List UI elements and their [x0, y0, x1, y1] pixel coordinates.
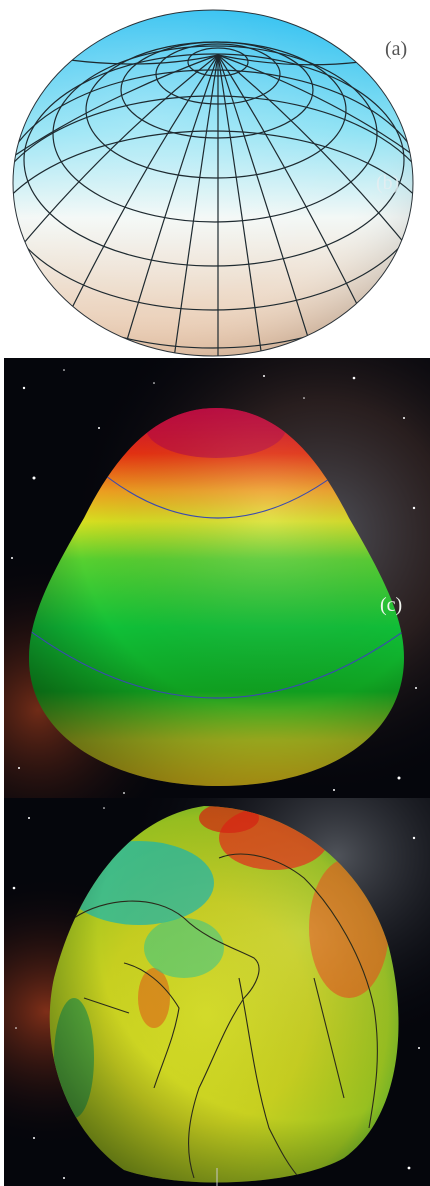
panel-label-a: (a) [385, 38, 408, 60]
panel-label-b: (b) [376, 172, 400, 194]
geoid-detailed-figure [4, 798, 430, 1186]
ellipsoid-figure [12, 9, 414, 357]
star-field [12, 807, 420, 1179]
geoid-smooth-figure [4, 358, 430, 798]
geoid-contours [29, 467, 404, 699]
geoid-detailed-panel [4, 798, 430, 1186]
continent-outlines [73, 853, 378, 1183]
ellipsoid-panel: (a) (b) [0, 0, 430, 358]
geoid-smooth-panel: (c) [4, 358, 430, 798]
star-field [11, 369, 417, 794]
graticule [13, 41, 413, 356]
panel-label-c: (c) [380, 594, 403, 616]
